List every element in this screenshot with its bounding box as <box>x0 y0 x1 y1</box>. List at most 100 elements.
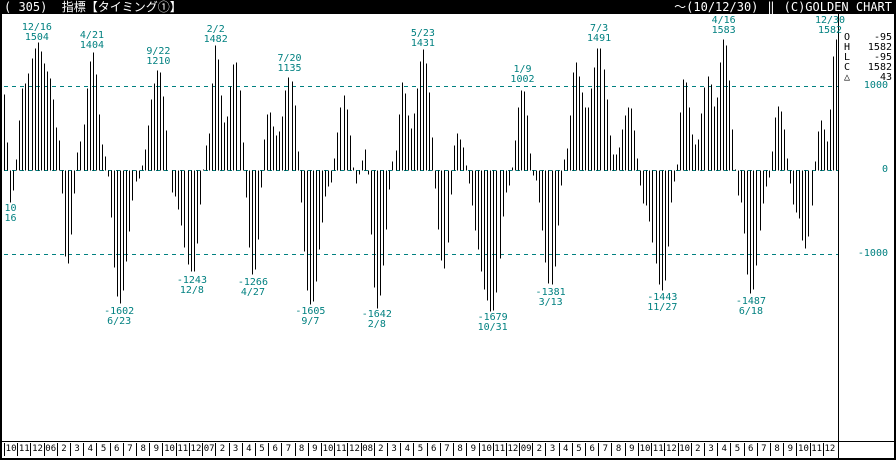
left-border <box>0 0 2 460</box>
title-bar: ( 305) 指標【タイミング①】 ～(10/12/30) ‖ (C)GOLDE… <box>0 0 896 14</box>
trough-annotation: -1679 10/31 <box>477 312 508 334</box>
x-axis-month-label: 11 <box>17 443 30 456</box>
x-axis-month-label: 7 <box>122 443 136 456</box>
x-axis-month-label: 5 <box>730 443 743 456</box>
x-axis-month-label: 6 <box>743 443 757 456</box>
x-axis-month-label: 06 <box>43 443 57 456</box>
x-axis-month-label: 2 <box>56 443 70 456</box>
legend-close-value: 1582 <box>867 62 892 73</box>
peak-annotation: 7/20 1135 <box>277 52 302 74</box>
page-title: ( 305) 指標【タイミング①】 <box>4 0 182 14</box>
x-axis-month-label: 3 <box>70 443 83 456</box>
x-axis-month-label: 5 <box>254 443 268 456</box>
x-axis-month-label: 8 <box>769 443 783 456</box>
x-axis-month-label: 8 <box>294 443 308 456</box>
x-axis-month-label: 10 <box>479 443 492 456</box>
x-axis-month-label: 10 <box>320 443 334 456</box>
x-axis-month-label: 2 <box>532 443 545 456</box>
x-axis-month-label: 12 <box>664 443 677 456</box>
x-axis-month-label: 9 <box>149 443 162 456</box>
titlebar-separator: ‖ <box>767 0 775 14</box>
x-axis-month-label: 4 <box>400 443 413 456</box>
trough-annotation: 10 16 <box>4 202 17 224</box>
axes <box>2 14 894 458</box>
legend-close-label: C <box>844 62 851 73</box>
legend-row-open: O -95 <box>844 33 892 43</box>
peak-annotation: 12/16 1504 <box>21 21 52 43</box>
x-axis-month-label: 12 <box>347 443 360 456</box>
legend-high-label: H <box>844 42 851 53</box>
x-axis-month-label: 4 <box>558 443 572 456</box>
x-axis-month-label: 8 <box>611 443 624 456</box>
x-axis-month-label: 11 <box>492 443 506 456</box>
x-axis-month-label: 2 <box>373 443 387 456</box>
x-axis-month-label: 10 <box>677 443 691 456</box>
x-axis-month-label: 3 <box>228 443 242 456</box>
x-axis-month-label: 9 <box>783 443 796 456</box>
x-axis-month-label: 5 <box>571 443 585 456</box>
legend-open-value: -95 <box>873 32 892 43</box>
peak-annotation: 4/21 1404 <box>79 30 104 52</box>
legend-low-label: L <box>844 52 851 63</box>
x-axis-month-label: 4 <box>83 443 96 456</box>
peak-annotation: 12/30 1582 <box>814 15 846 37</box>
histogram-bars <box>4 39 837 312</box>
x-axis-month-label: 8 <box>453 443 466 456</box>
x-axis-month-label: 10 <box>637 443 651 456</box>
x-axis-months: 10 11 12 06 2 3 4 5 6 7 8 9 10 11 12 07 2 3 4 5 6 7 8 9 10 11 12 08… <box>0 443 896 458</box>
trough-annotation: -1243 12/8 <box>176 275 207 297</box>
copyright: (C)GOLDEN CHART <box>783 0 892 14</box>
peak-annotation: 2/2 1482 <box>203 23 228 45</box>
y-axis-label-zero: 0 <box>881 164 888 175</box>
x-axis-month-label: 6 <box>585 443 598 456</box>
x-axis-month-label: 12 <box>30 443 43 456</box>
trough-annotation: -1642 2/8 <box>361 308 392 330</box>
trough-annotation: -1443 11/27 <box>647 292 678 314</box>
legend-row-close: C 1582 <box>844 63 892 73</box>
x-axis-month-label: 6 <box>426 443 440 456</box>
x-axis-month-label: 7 <box>281 443 294 456</box>
x-axis-month-label: 6 <box>109 443 123 456</box>
x-axis-month-label: 11 <box>175 443 189 456</box>
x-axis-month-label: 8 <box>136 443 149 456</box>
x-axis-month-label: 12 <box>188 443 202 456</box>
x-axis-month-label: 5 <box>413 443 426 456</box>
x-axis-month-label: 9 <box>624 443 638 456</box>
x-axis-month-label: 7 <box>598 443 611 456</box>
x-axis-month-label: 5 <box>96 443 109 456</box>
y-axis-label-minus1000: -1000 <box>857 248 888 259</box>
x-axis-month-label: 09 <box>519 443 532 456</box>
x-axis-month-label: 7 <box>439 443 453 456</box>
peak-annotation: 7/3 1491 <box>587 22 612 44</box>
x-axis-month-label: 11 <box>651 443 664 456</box>
x-axis-month-label: 7 <box>756 443 770 456</box>
x-axis-month-label: 08 <box>360 443 374 456</box>
trough-annotation: -1266 4/27 <box>237 277 268 299</box>
legend-row-high: H 1582 <box>844 43 892 53</box>
x-axis-month-label: 10 <box>4 443 17 456</box>
x-axis-month-label: 10 <box>162 443 175 456</box>
x-axis-month-label: 11 <box>334 443 347 456</box>
x-axis-month-label: 9 <box>466 443 479 456</box>
legend-row-change: △ 43 <box>844 73 892 83</box>
legend-row-low: L -95 <box>844 53 892 63</box>
x-axis-month-label: 9 <box>307 443 321 456</box>
peak-annotation: 5/23 1431 <box>410 27 435 49</box>
x-axis-month-label: 2 <box>690 443 704 456</box>
x-axis-month-label: 12 <box>822 443 836 456</box>
title-bar-right: ～(10/12/30) ‖ (C)GOLDEN CHART <box>674 0 892 14</box>
ohlc-legend: O -95 H 1582 L -95 C 1582 △ 43 <box>844 33 892 83</box>
peak-annotation: 9/22 1210 <box>146 46 171 68</box>
trough-annotation: -1381 3/13 <box>535 287 566 308</box>
x-axis-month-label: 6 <box>268 443 281 456</box>
trough-annotation: -1487 6/18 <box>735 295 766 317</box>
bottom-border <box>0 458 896 460</box>
x-axis-month-label: 3 <box>703 443 717 456</box>
peak-annotation: 1/9 1002 <box>510 63 535 85</box>
x-axis-month-label: 12 <box>505 443 519 456</box>
peak-annotation: 4/16 1583 <box>711 15 736 37</box>
trough-annotation: -1605 9/7 <box>295 305 326 327</box>
legend-change-label: △ <box>844 72 851 83</box>
x-axis-month-label: 07 <box>202 443 215 456</box>
